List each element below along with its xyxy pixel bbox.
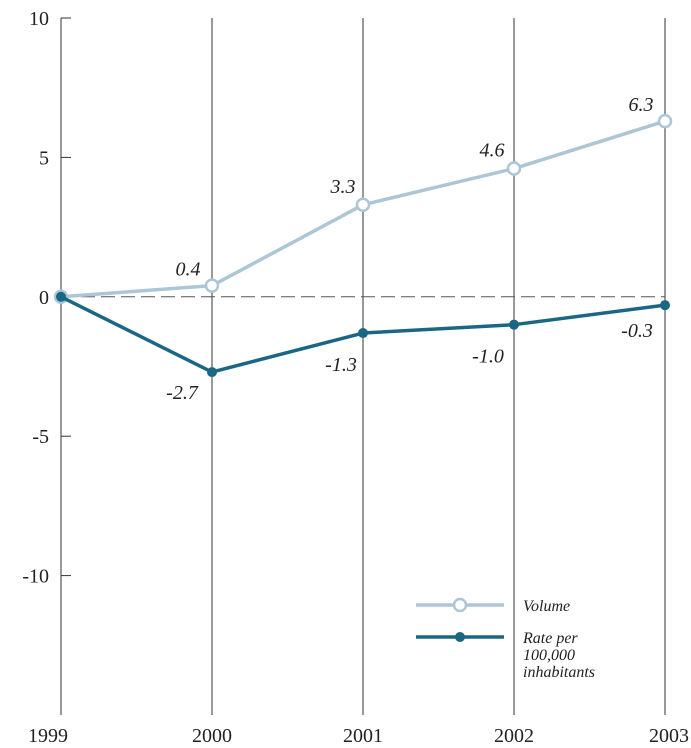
axis-layer: 10 5 0 -5 -10 1999 2000 2001 2002 2003 (22, 8, 689, 747)
rate-data-label: -1.0 (472, 346, 504, 368)
legend-rate-label-line: 100,000 (523, 647, 575, 664)
grid-layer (61, 18, 666, 715)
rate-data-label: -1.3 (325, 354, 357, 376)
volume-data-label: 4.6 (480, 140, 505, 162)
volume-data-label: 3.3 (330, 176, 356, 198)
legend-volume-swatch-marker (452, 597, 468, 613)
x-tick-label: 2003 (649, 725, 689, 747)
rate-point (660, 300, 670, 311)
rate-data-label: -2.7 (166, 382, 199, 404)
x-tick-label: 2000 (192, 725, 232, 747)
volume-point (506, 161, 522, 176)
legend-rate-label-line: inhabitants (523, 664, 595, 681)
volume-point (657, 113, 673, 129)
y-tick-label: 10 (29, 8, 49, 30)
legend-rate-label: Rate per 100,000 inhabitants (522, 630, 595, 681)
y-tick-label: 0 (39, 287, 49, 309)
legend-volume-label: Volume (523, 598, 570, 615)
y-tick-label: -5 (32, 426, 49, 448)
volume-data-label: 0.4 (176, 259, 201, 281)
y-tick-label: -10 (22, 566, 49, 588)
label-layer: 0.4 3.3 4.6 6.3 -2.7 -1.3 -1.0 -0.3 (166, 94, 653, 404)
series-layer (53, 113, 673, 378)
volume-point (204, 278, 220, 293)
y-tick-label: 5 (39, 147, 49, 169)
x-tick-label: 2001 (343, 725, 383, 747)
volume-data-label: 6.3 (629, 94, 654, 116)
legend-rate-label-line: Rate per (522, 630, 578, 647)
rate-point (56, 291, 66, 302)
rate-point (509, 319, 519, 330)
legend-rate-swatch-marker (455, 632, 465, 642)
x-tick-label: 1999 (28, 725, 68, 747)
rate-point (358, 328, 368, 339)
legend: Volume Rate per 100,000 inhabitants (416, 597, 595, 681)
rate-data-label: -0.3 (621, 320, 653, 342)
volume-point (355, 197, 371, 213)
x-tick-label: 2002 (494, 725, 534, 747)
rate-point (207, 367, 217, 378)
